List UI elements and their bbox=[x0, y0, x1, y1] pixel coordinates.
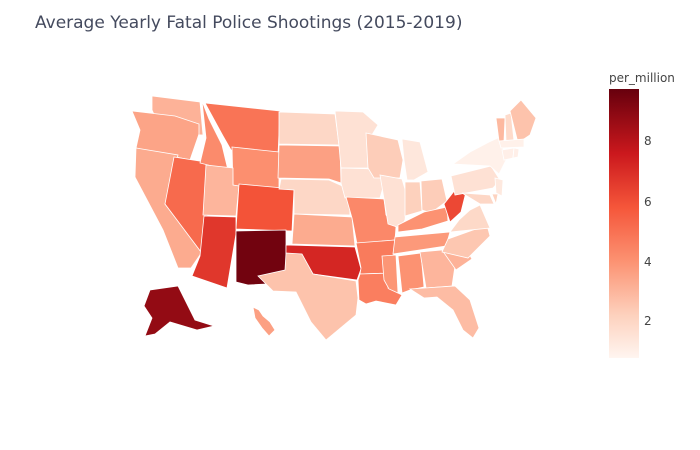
state-ms bbox=[381, 254, 399, 294]
state-nd bbox=[278, 111, 340, 146]
state-sd bbox=[277, 144, 342, 184]
state-oh bbox=[420, 178, 448, 214]
state-ct bbox=[501, 147, 515, 161]
state-nj bbox=[494, 177, 504, 197]
chart-title: Average Yearly Fatal Police Shootings (2… bbox=[35, 13, 463, 33]
state-wi bbox=[365, 132, 404, 179]
colorbar-tick: 6 bbox=[644, 195, 652, 209]
state-md bbox=[461, 192, 495, 205]
state-wy bbox=[231, 146, 280, 190]
colorbar-tick: 8 bbox=[644, 134, 652, 148]
state-vt bbox=[495, 117, 506, 142]
colorbar bbox=[609, 89, 639, 358]
state-ma bbox=[498, 138, 525, 149]
state-va bbox=[449, 204, 491, 233]
state-de bbox=[491, 193, 499, 206]
state-ri bbox=[512, 147, 520, 159]
colorbar-title: per_million bbox=[609, 71, 675, 85]
state-pa bbox=[450, 165, 501, 196]
state-mi bbox=[401, 138, 429, 181]
state-ne bbox=[278, 178, 351, 216]
state-ks bbox=[291, 213, 356, 247]
colorbar-tick: 4 bbox=[644, 255, 652, 269]
state-az bbox=[191, 215, 237, 289]
state-or bbox=[131, 110, 200, 161]
state-co bbox=[235, 183, 295, 232]
state-al bbox=[397, 252, 425, 294]
state-fl bbox=[408, 285, 480, 339]
state-ga bbox=[419, 249, 456, 289]
state-ny bbox=[451, 136, 507, 175]
state-hi bbox=[252, 306, 276, 337]
state-tx bbox=[257, 252, 359, 341]
state-wv bbox=[443, 189, 467, 223]
state-ak bbox=[143, 285, 216, 337]
state-in bbox=[404, 181, 423, 217]
state-ky bbox=[397, 206, 449, 233]
state-me bbox=[509, 99, 537, 144]
colorbar-tick: 2 bbox=[644, 314, 652, 328]
